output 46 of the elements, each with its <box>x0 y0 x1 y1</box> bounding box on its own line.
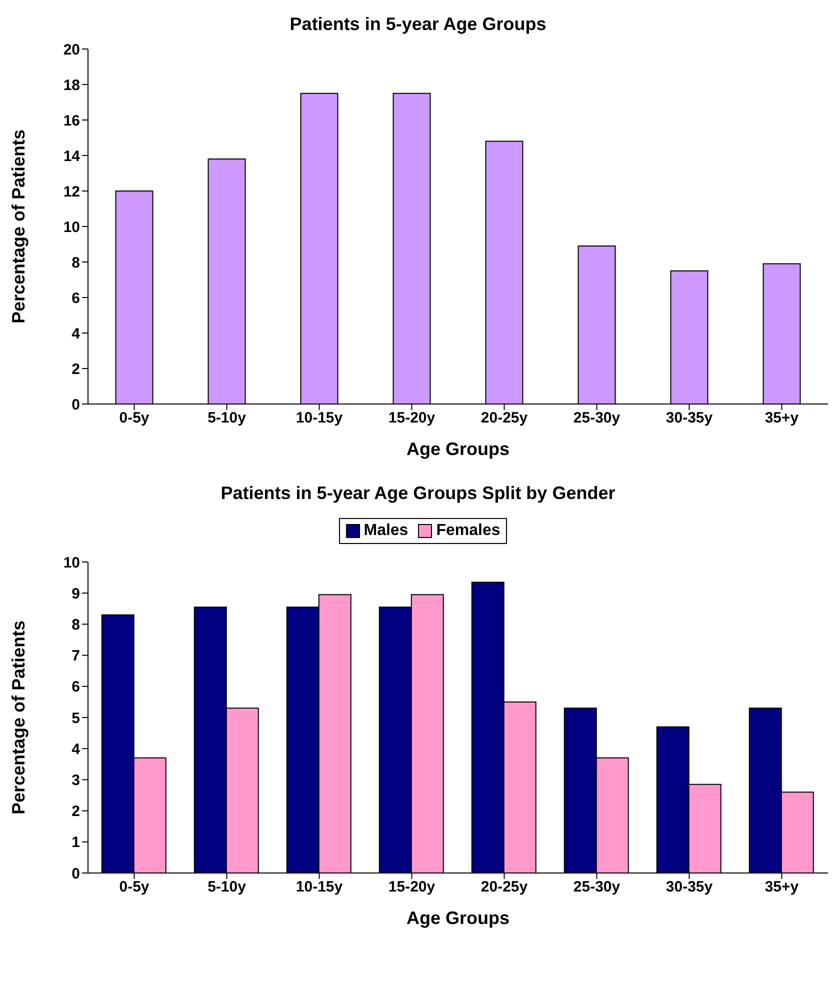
x-tick-label: 25-30y <box>573 878 621 896</box>
y-tick-label: 1 <box>72 834 80 852</box>
y-tick-label: 6 <box>72 678 80 696</box>
y-tick-label: 10 <box>63 218 80 236</box>
x-tick-label: 20-25y <box>480 410 528 427</box>
y-tick-label: 0 <box>72 865 80 882</box>
x-tick-label: 0-5y <box>119 878 150 896</box>
x-tick-label: 35+y <box>764 410 800 427</box>
y-tick-label: 7 <box>72 648 80 665</box>
y-tick-label: 6 <box>72 290 80 307</box>
chart-title: Patients in 5-year Age Groups <box>288 14 548 35</box>
y-axis-title: Percentage of Patients <box>8 620 28 815</box>
x-tick-label: 30-35y <box>666 878 714 896</box>
x-tick-label: 25-30y <box>573 410 621 427</box>
y-tick-label: 4 <box>72 325 81 342</box>
x-tick-label: 5-10y <box>208 878 247 896</box>
y-tick-label: 5 <box>72 710 80 727</box>
y-tick-label: 14 <box>63 148 81 165</box>
y-tick-label: 4 <box>72 740 81 758</box>
y-tick-label: 16 <box>63 112 80 130</box>
legend-label: Females <box>435 522 500 540</box>
x-tick-label: 15-20y <box>388 878 436 896</box>
y-tick-label: 8 <box>72 254 80 272</box>
y-tick-label: 12 <box>63 183 80 200</box>
y-tick-label: 8 <box>72 616 80 634</box>
y-tick-label: 18 <box>63 76 80 94</box>
x-tick-label: 35+y <box>764 878 800 896</box>
x-tick-label: 30-35y <box>666 410 714 427</box>
y-axis-title: Percentage of Patients <box>8 129 28 324</box>
x-axis-title: Age Groups <box>406 908 510 928</box>
y-tick-label: 2 <box>72 360 80 378</box>
y-tick-label: 0 <box>72 396 80 414</box>
y-tick-label: 9 <box>72 585 80 602</box>
x-tick-label: 15-20y <box>388 410 436 427</box>
x-tick-label: 5-10y <box>208 410 247 427</box>
x-tick-label: 20-25y <box>480 878 528 896</box>
x-tick-label: 10-15y <box>296 878 344 896</box>
y-tick-label: 20 <box>63 41 80 58</box>
y-tick-label: 10 <box>63 554 80 572</box>
x-tick-label: 10-15y <box>296 410 344 427</box>
chart-title: Patients in 5-year Age Groups Split by Gender <box>220 483 616 504</box>
x-axis-title: Age Groups <box>406 439 510 459</box>
y-tick-label: 2 <box>72 803 80 820</box>
x-tick-label: 0-5y <box>119 410 150 427</box>
y-tick-label: 3 <box>72 772 80 790</box>
legend-label: Males <box>362 522 408 540</box>
